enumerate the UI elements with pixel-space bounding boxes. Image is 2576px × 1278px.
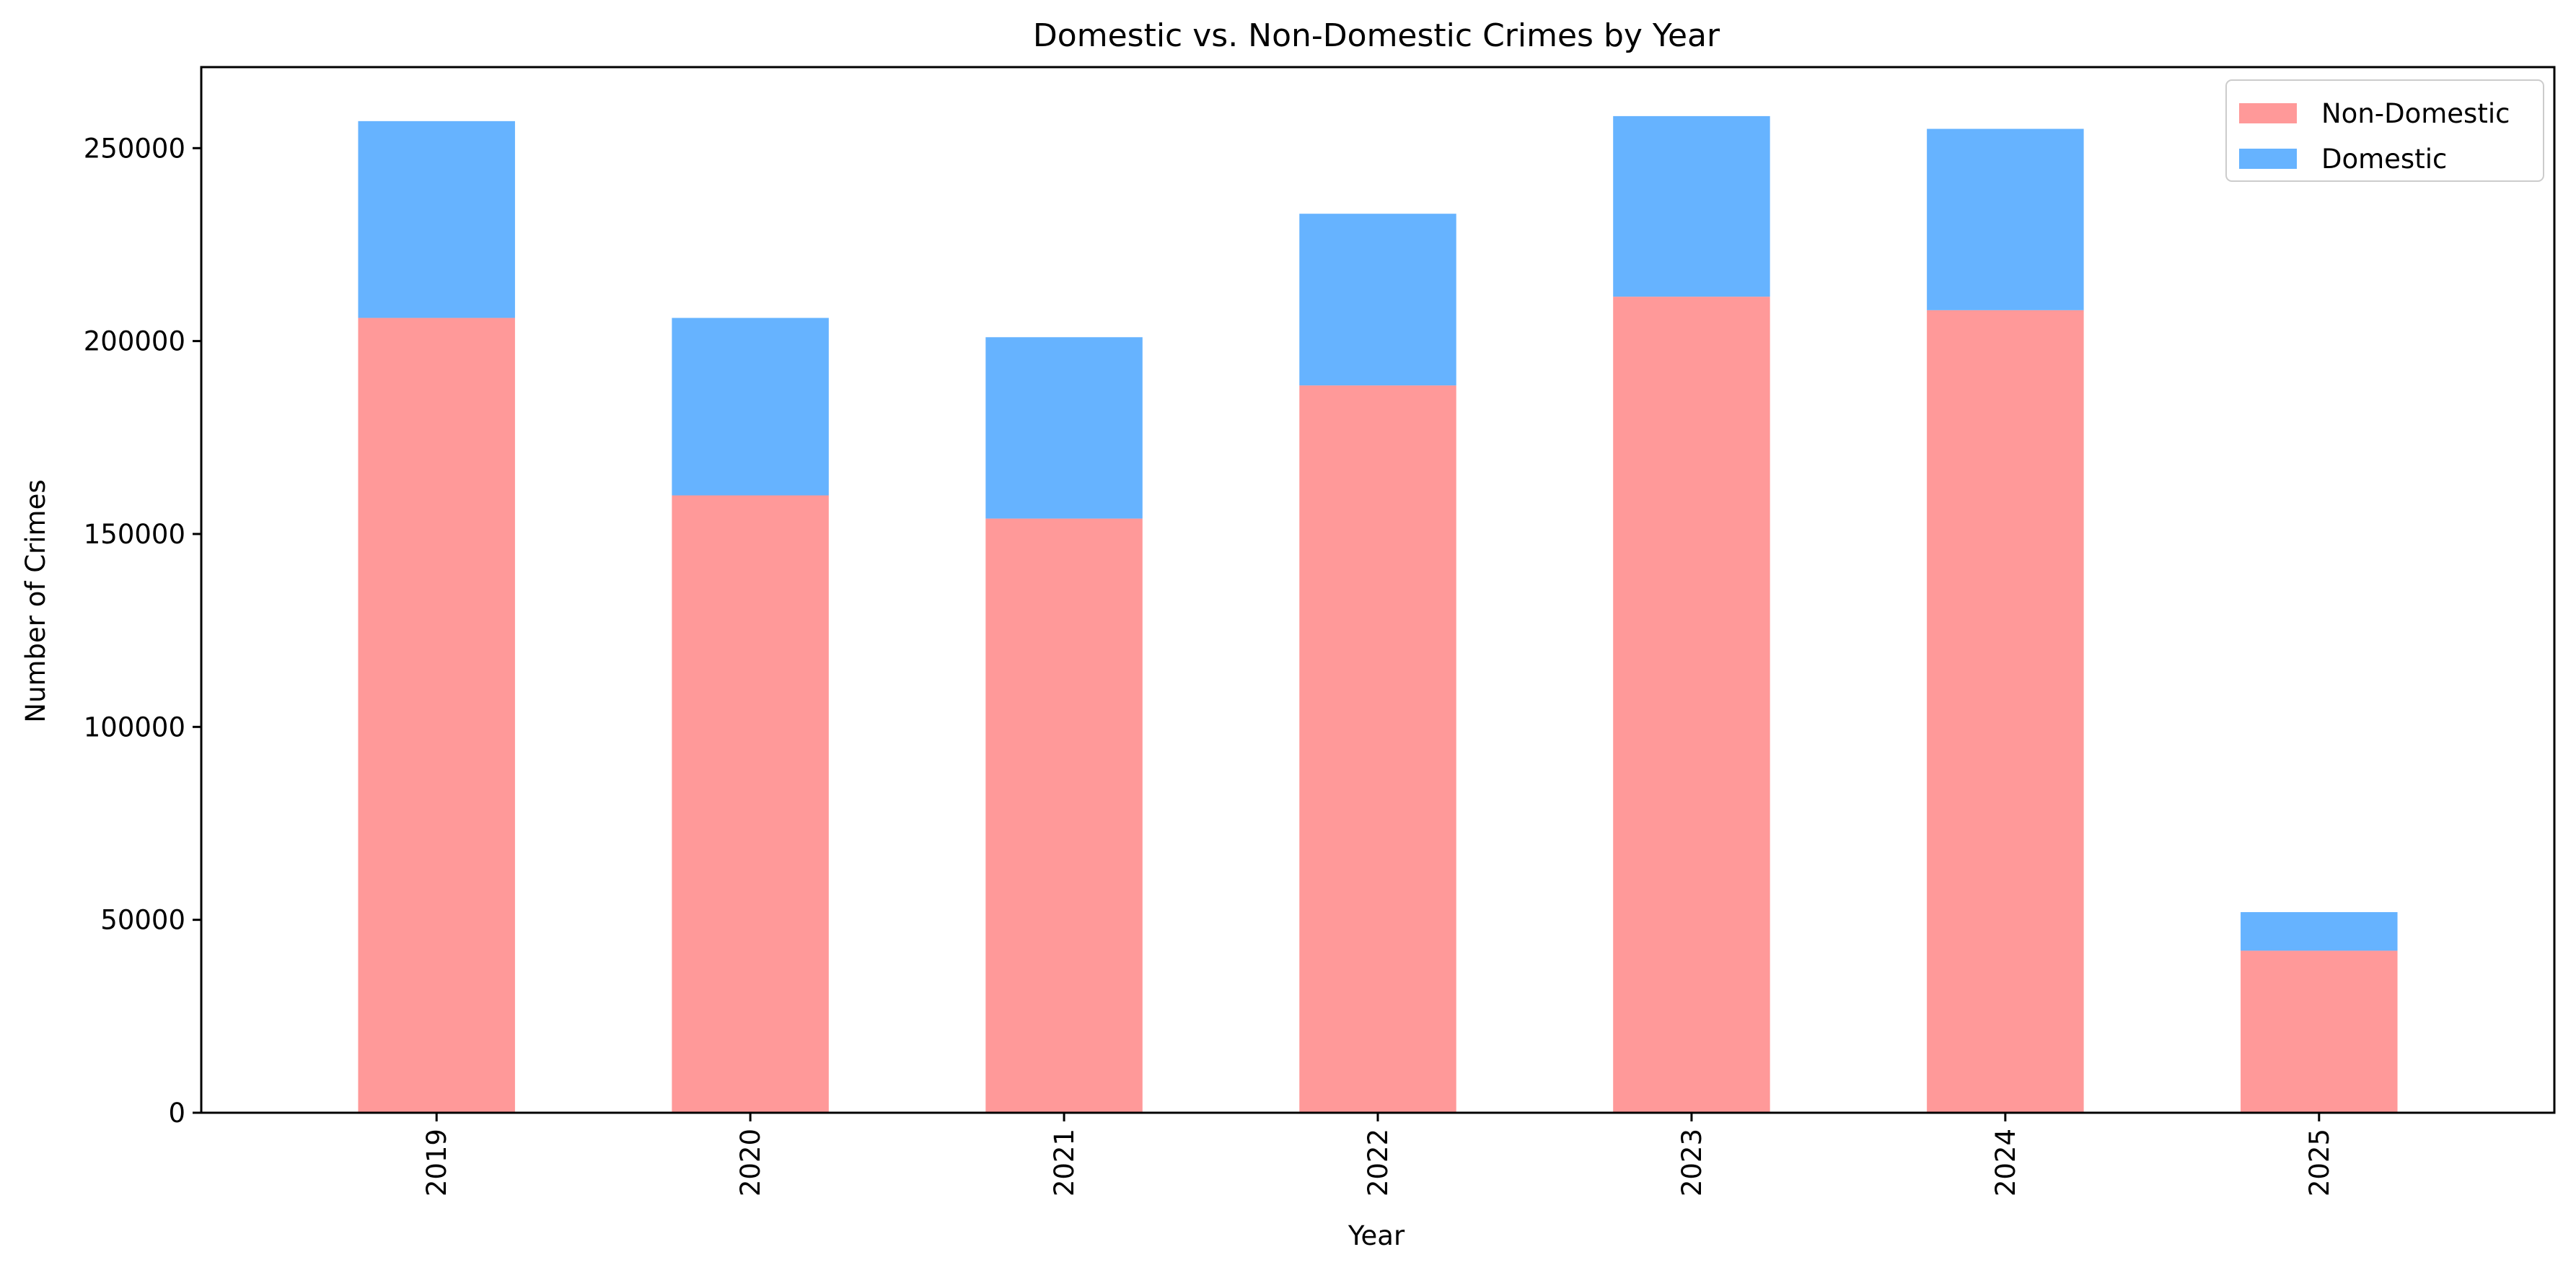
bar-non-domestic-2019 [358, 318, 515, 1113]
y-tick-label: 50000 [100, 905, 185, 936]
bar-domestic-2022 [1299, 214, 1456, 386]
bar-domestic-2025 [2241, 911, 2398, 951]
x-tick-label: 2023 [1676, 1129, 1707, 1196]
legend-box [2225, 79, 2544, 182]
x-tick-label: 2021 [1049, 1129, 1080, 1196]
chart-title: Domestic vs. Non-Domestic Crimes by Year [1033, 17, 1720, 54]
legend-label: Domestic [2321, 144, 2447, 175]
bar-non-domestic-2022 [1299, 385, 1456, 1113]
legend-swatch [2239, 149, 2297, 169]
axes-layer: 0 50000 100000 150000 200000 250000 2019 2020 20… [84, 66, 2556, 1196]
bar-domestic-2024 [1927, 128, 2084, 310]
x-axis-label: Year [1348, 1220, 1405, 1251]
x-tick-label: 2024 [1990, 1129, 2021, 1196]
x-tick-label: 2022 [1363, 1129, 1394, 1196]
legend: Non-Domestic Domestic [2225, 79, 2544, 182]
y-tick-label: 0 [168, 1098, 185, 1129]
legend-swatch [2239, 103, 2297, 123]
bar-domestic-2021 [985, 337, 1143, 519]
bars-layer [358, 115, 2398, 1113]
x-tick-label: 2019 [421, 1129, 452, 1196]
x-tick-label: 2020 [735, 1129, 766, 1196]
bar-non-domestic-2021 [985, 518, 1143, 1113]
bar-non-domestic-2023 [1613, 297, 1770, 1113]
legend-label: Non-Domestic [2321, 98, 2510, 129]
x-tick-label: 2025 [2304, 1129, 2335, 1196]
y-tick-label: 250000 [84, 133, 185, 164]
bar-domestic-2020 [672, 318, 829, 496]
bar-domestic-2023 [1613, 115, 1770, 297]
y-axis-label: Number of Crimes [20, 479, 51, 722]
bar-non-domestic-2024 [1927, 310, 2084, 1113]
bar-non-domestic-2025 [2241, 950, 2398, 1113]
bar-domestic-2019 [358, 121, 515, 318]
y-tick-label: 150000 [84, 519, 185, 550]
y-tick-label: 100000 [84, 712, 185, 743]
y-tick-label: 200000 [84, 326, 185, 357]
bar-non-domestic-2020 [672, 495, 829, 1113]
